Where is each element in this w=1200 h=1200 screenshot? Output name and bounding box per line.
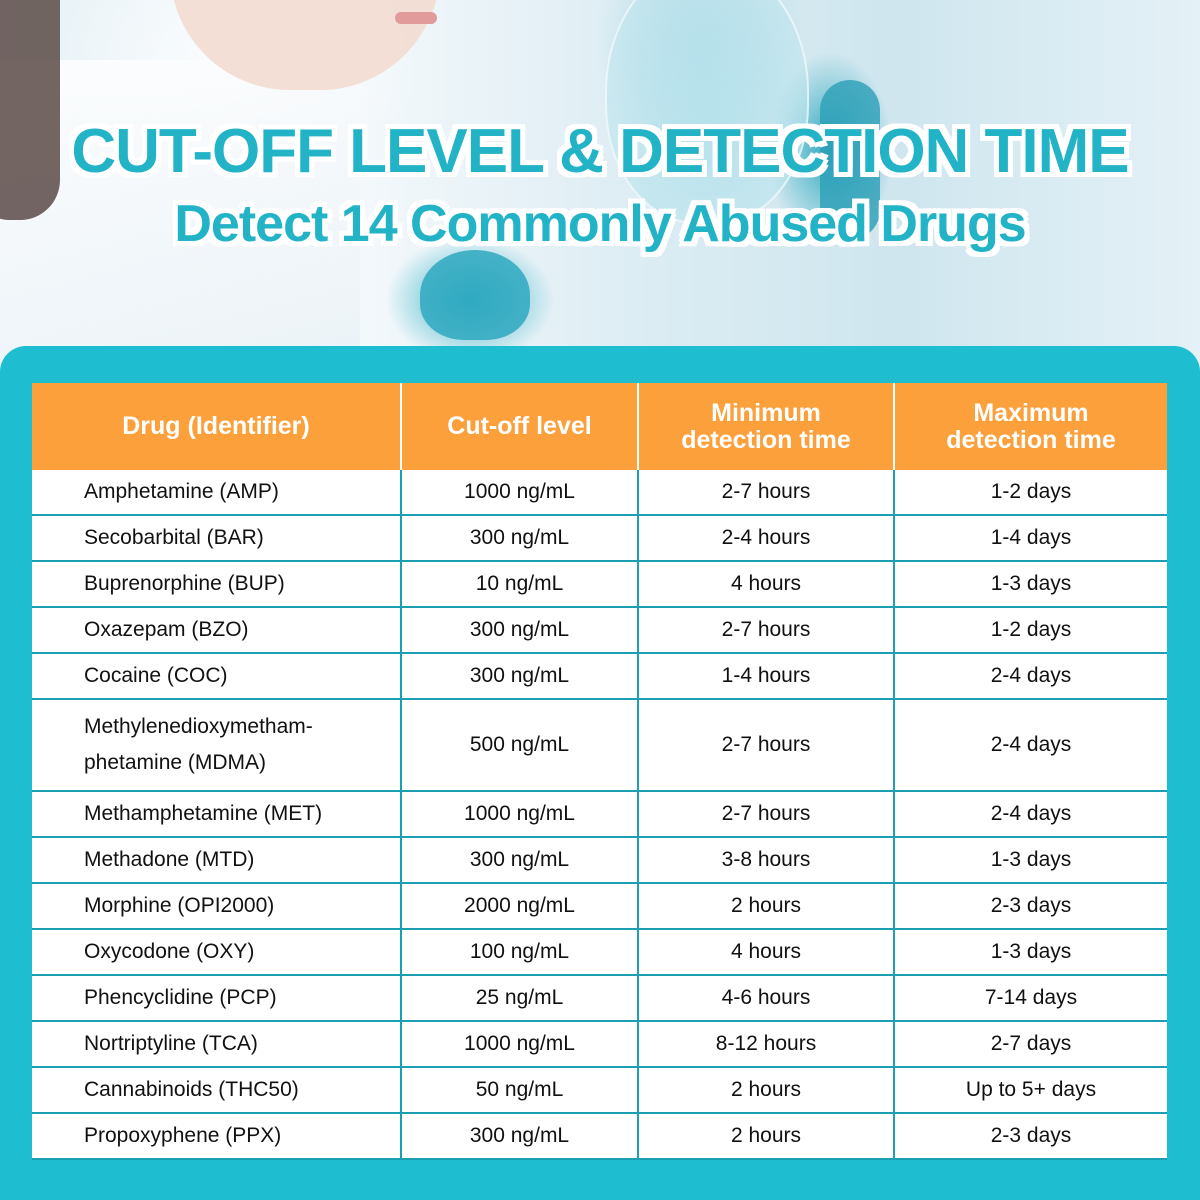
cutoff-cell: 1000 ng/mL bbox=[400, 1020, 639, 1068]
table-row: Secobarbital (BAR) 300 ng/mL 2-4 hours 1… bbox=[32, 514, 1167, 562]
drug-cell: Oxazepam (BZO) bbox=[32, 606, 402, 654]
max-time-cell: 7-14 days bbox=[893, 974, 1167, 1022]
cutoff-cell: 100 ng/mL bbox=[400, 928, 639, 976]
drug-cell: Secobarbital (BAR) bbox=[32, 514, 402, 562]
table-row: Oxycodone (OXY) 100 ng/mL 4 hours 1-3 da… bbox=[32, 928, 1167, 976]
max-time-cell: 2-3 days bbox=[893, 882, 1167, 930]
drug-cell: Morphine (OPI2000) bbox=[32, 882, 402, 930]
min-time-cell: 1-4 hours bbox=[637, 652, 895, 700]
max-time-cell: 1-4 days bbox=[893, 514, 1167, 562]
max-time-cell: 2-4 days bbox=[893, 652, 1167, 700]
min-time-cell: 4 hours bbox=[637, 928, 895, 976]
table-row: Phencyclidine (PCP) 25 ng/mL 4-6 hours 7… bbox=[32, 974, 1167, 1022]
cutoff-cell: 10 ng/mL bbox=[400, 560, 639, 608]
table-row: Propoxyphene (PPX) 300 ng/mL 2 hours 2-3… bbox=[32, 1112, 1167, 1160]
max-time-cell: 1-2 days bbox=[893, 606, 1167, 654]
table-row: Amphetamine (AMP) 1000 ng/mL 2-7 hours 1… bbox=[32, 470, 1167, 516]
drug-name-line-1: Methylenedioxymetham- bbox=[84, 715, 313, 738]
max-time-cell: 2-3 days bbox=[893, 1112, 1167, 1160]
max-time-cell: Up to 5+ days bbox=[893, 1066, 1167, 1114]
column-header-min-time: Minimum detection time bbox=[638, 383, 895, 470]
cutoff-cell: 50 ng/mL bbox=[400, 1066, 639, 1114]
cutoff-cell: 1000 ng/mL bbox=[400, 790, 639, 838]
min-time-cell: 4 hours bbox=[637, 560, 895, 608]
detection-table-container: Drug (Identifier) Cut-off level Minimum … bbox=[32, 383, 1167, 1160]
lab-background-photo bbox=[0, 0, 1200, 380]
table-row: Methadone (MTD) 300 ng/mL 3-8 hours 1-3 … bbox=[32, 836, 1167, 884]
drug-cell: Nortriptyline (TCA) bbox=[32, 1020, 402, 1068]
table-row: Buprenorphine (BUP) 10 ng/mL 4 hours 1-3… bbox=[32, 560, 1167, 608]
drug-cell: Propoxyphene (PPX) bbox=[32, 1112, 402, 1160]
min-time-cell: 2-4 hours bbox=[637, 514, 895, 562]
table-row: Cannabinoids (THC50) 50 ng/mL 2 hours Up… bbox=[32, 1066, 1167, 1114]
max-time-cell: 2-4 days bbox=[893, 790, 1167, 838]
cutoff-cell: 300 ng/mL bbox=[400, 606, 639, 654]
lab-coat-shape bbox=[0, 60, 360, 380]
drug-cell: Cannabinoids (THC50) bbox=[32, 1066, 402, 1114]
cutoff-cell: 25 ng/mL bbox=[400, 974, 639, 1022]
drug-cell: Oxycodone (OXY) bbox=[32, 928, 402, 976]
drug-cell: Buprenorphine (BUP) bbox=[32, 560, 402, 608]
table-row: Methamphetamine (MET) 1000 ng/mL 2-7 hou… bbox=[32, 790, 1167, 838]
table-row: Nortriptyline (TCA) 1000 ng/mL 8-12 hour… bbox=[32, 1020, 1167, 1068]
cutoff-cell: 300 ng/mL bbox=[400, 836, 639, 884]
min-time-cell: 2-7 hours bbox=[637, 790, 895, 838]
glove-shape bbox=[420, 250, 530, 340]
hair-shape bbox=[0, 0, 60, 220]
max-time-cell: 1-3 days bbox=[893, 928, 1167, 976]
drug-name-line-2: phetamine (MDMA) bbox=[84, 751, 267, 774]
column-header-max-time: Maximum detection time bbox=[894, 383, 1167, 470]
max-time-cell: 1-2 days bbox=[893, 470, 1167, 516]
min-time-cell: 3-8 hours bbox=[637, 836, 895, 884]
min-time-cell: 2 hours bbox=[637, 1066, 895, 1114]
column-header-max-time-label: Maximum detection time bbox=[946, 398, 1116, 454]
drug-cell: Methadone (MTD) bbox=[32, 836, 402, 884]
cutoff-cell: 300 ng/mL bbox=[400, 1112, 639, 1160]
drug-cell: Methylenedioxymetham- phetamine (MDMA) bbox=[32, 698, 402, 792]
cutoff-cell: 2000 ng/mL bbox=[400, 882, 639, 930]
table-row: Methylenedioxymetham- phetamine (MDMA) 5… bbox=[32, 698, 1167, 792]
table-row: Oxazepam (BZO) 300 ng/mL 2-7 hours 1-2 d… bbox=[32, 606, 1167, 654]
min-time-cell: 2-7 hours bbox=[637, 606, 895, 654]
min-time-cell: 2-7 hours bbox=[637, 470, 895, 516]
min-time-cell: 2 hours bbox=[637, 1112, 895, 1160]
column-header-cutoff: Cut-off level bbox=[401, 383, 639, 470]
cutoff-cell: 300 ng/mL bbox=[400, 514, 639, 562]
cutoff-cell: 300 ng/mL bbox=[400, 652, 639, 700]
drug-cell: Amphetamine (AMP) bbox=[32, 470, 402, 516]
glove-shape bbox=[820, 80, 880, 240]
max-time-cell: 2-7 days bbox=[893, 1020, 1167, 1068]
detection-table: Drug (Identifier) Cut-off level Minimum … bbox=[32, 383, 1167, 1160]
table-row: Cocaine (COC) 300 ng/mL 1-4 hours 2-4 da… bbox=[32, 652, 1167, 700]
max-time-cell: 1-3 days bbox=[893, 560, 1167, 608]
cutoff-cell: 1000 ng/mL bbox=[400, 470, 639, 516]
page-title: CUT-OFF LEVEL & DETECTION TIME bbox=[71, 117, 1129, 186]
lips-shape bbox=[395, 12, 437, 24]
flask-icon bbox=[605, 0, 809, 224]
min-time-cell: 4-6 hours bbox=[637, 974, 895, 1022]
drug-cell: Methamphetamine (MET) bbox=[32, 790, 402, 838]
min-time-cell: 2 hours bbox=[637, 882, 895, 930]
max-time-cell: 2-4 days bbox=[893, 698, 1167, 792]
table-header-row: Drug (Identifier) Cut-off level Minimum … bbox=[32, 383, 1167, 470]
min-time-cell: 8-12 hours bbox=[637, 1020, 895, 1068]
column-header-min-time-label: Minimum detection time bbox=[681, 398, 851, 454]
min-time-cell: 2-7 hours bbox=[637, 698, 895, 792]
column-header-drug: Drug (Identifier) bbox=[32, 383, 402, 470]
table-row: Morphine (OPI2000) 2000 ng/mL 2 hours 2-… bbox=[32, 882, 1167, 930]
drug-cell: Cocaine (COC) bbox=[32, 652, 402, 700]
max-time-cell: 1-3 days bbox=[893, 836, 1167, 884]
page-subtitle: Detect 14 Commonly Abused Drugs bbox=[174, 195, 1026, 253]
drug-cell: Phencyclidine (PCP) bbox=[32, 974, 402, 1022]
cutoff-cell: 500 ng/mL bbox=[400, 698, 639, 792]
